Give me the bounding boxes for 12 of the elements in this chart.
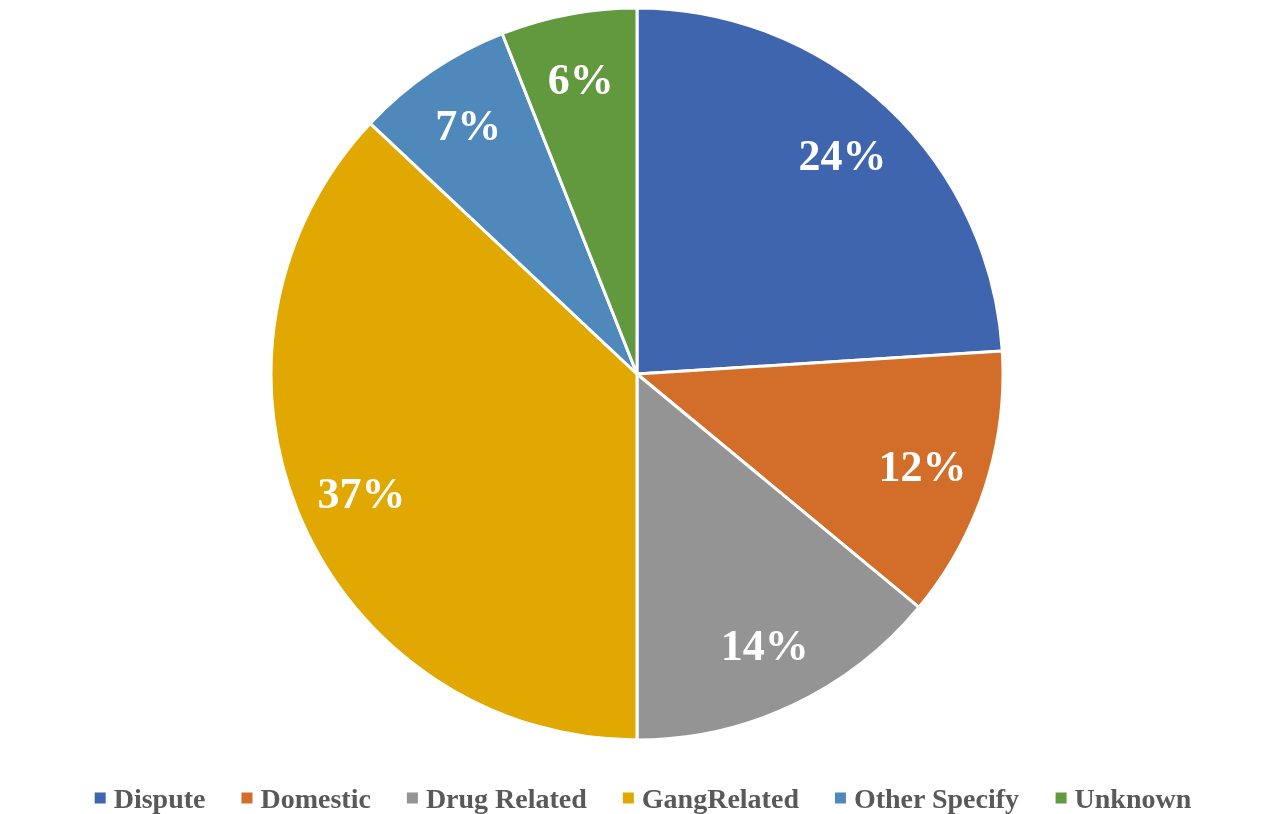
data-label: 7% bbox=[435, 101, 502, 151]
legend-label: GangRelated bbox=[641, 782, 800, 814]
legend-label: Drug Related bbox=[425, 782, 588, 814]
legend-label: Unknown bbox=[1074, 782, 1192, 814]
legend-label: Domestic bbox=[260, 782, 371, 814]
data-label: 37% bbox=[317, 468, 406, 518]
data-label: 12% bbox=[878, 442, 967, 492]
data-label: 6% bbox=[547, 54, 614, 104]
legend-label: Other Specify bbox=[853, 782, 1020, 814]
data-label: 14% bbox=[720, 621, 809, 671]
legend-label: Dispute bbox=[113, 782, 206, 814]
data-label: 24% bbox=[798, 130, 887, 180]
